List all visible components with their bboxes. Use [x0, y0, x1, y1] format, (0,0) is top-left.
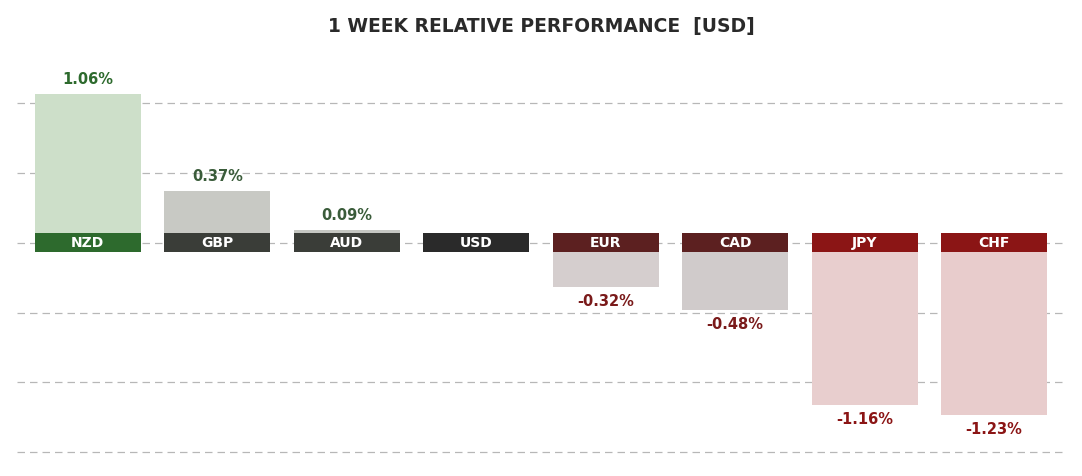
- Text: EUR: EUR: [590, 236, 621, 249]
- Text: 0.09%: 0.09%: [321, 208, 372, 223]
- Bar: [941, 243, 1047, 415]
- Text: AUD: AUD: [330, 236, 364, 249]
- Bar: [293, 233, 400, 252]
- Text: CAD: CAD: [718, 236, 751, 249]
- Text: CHF: CHF: [978, 236, 1010, 249]
- Text: GBP: GBP: [201, 236, 234, 249]
- Bar: [35, 94, 141, 243]
- Bar: [812, 233, 918, 252]
- Bar: [812, 243, 918, 405]
- Bar: [682, 243, 789, 310]
- Bar: [293, 230, 400, 243]
- Bar: [423, 233, 529, 252]
- Text: 1.06%: 1.06%: [63, 72, 114, 88]
- Text: NZD: NZD: [71, 236, 105, 249]
- Text: JPY: JPY: [852, 236, 878, 249]
- Title: 1 WEEK RELATIVE PERFORMANCE  [USD]: 1 WEEK RELATIVE PERFORMANCE [USD]: [328, 17, 754, 36]
- Text: -1.23%: -1.23%: [966, 422, 1022, 436]
- Text: 0.37%: 0.37%: [192, 169, 242, 184]
- Text: USD: USD: [460, 236, 492, 249]
- Bar: [553, 233, 659, 252]
- Text: -0.48%: -0.48%: [707, 317, 764, 332]
- Bar: [553, 243, 659, 288]
- Bar: [164, 233, 270, 252]
- Bar: [164, 191, 270, 243]
- Text: -1.16%: -1.16%: [836, 412, 893, 427]
- Bar: [682, 233, 789, 252]
- Bar: [35, 233, 141, 252]
- Bar: [941, 233, 1047, 252]
- Text: -0.32%: -0.32%: [578, 294, 634, 309]
